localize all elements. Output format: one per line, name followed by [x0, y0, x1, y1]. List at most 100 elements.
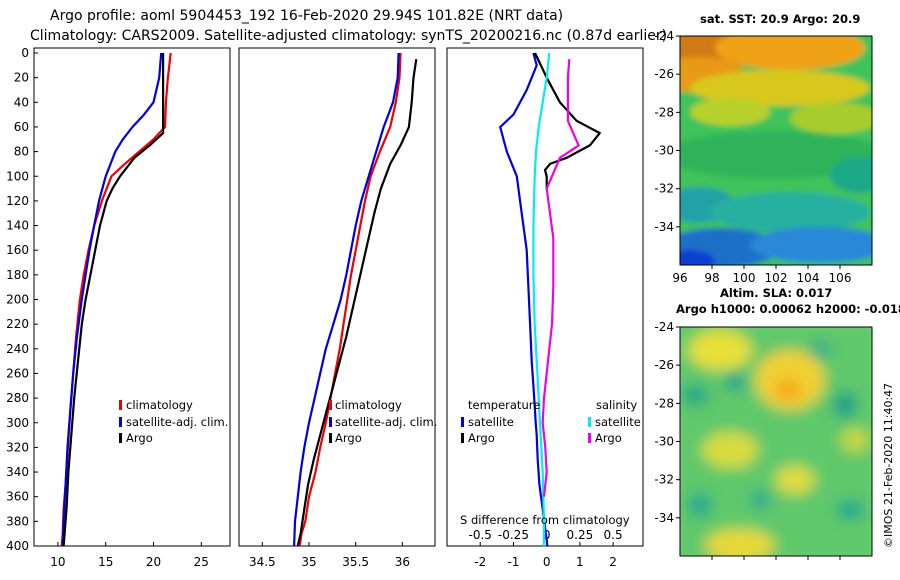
- series-climatology: [60, 52, 172, 547]
- legend-satellite-label: satellite-adj. clim.: [126, 415, 228, 429]
- x-tick-label: 10: [50, 555, 65, 569]
- depth-tick-label: 0: [21, 46, 29, 60]
- legend-satellite-swatch: [119, 417, 122, 427]
- depth-tick-label: 120: [6, 194, 29, 208]
- lat-tick-label: -32: [654, 473, 674, 487]
- lat-tick-label: -26: [654, 358, 674, 372]
- lon-tick-label: 106: [829, 271, 852, 285]
- lon-tick-label: 102: [765, 271, 788, 285]
- figure-title-line2: Climatology: CARS2009. Satellite-adjuste…: [30, 28, 667, 44]
- legend-climatology-swatch: [329, 400, 332, 410]
- temperature-x-axis: 10 15 20 25: [50, 542, 209, 569]
- lat-tick-label: -24: [654, 29, 674, 43]
- x-tick-label: -1: [507, 555, 519, 569]
- legend-sal-satellite-label: satellite: [595, 415, 641, 429]
- series-salinity-argo: [541, 59, 580, 497]
- series-temperature-argo: [534, 52, 601, 189]
- lat-tick-label: -30: [654, 435, 674, 449]
- depth-tick-label: 360: [6, 490, 29, 504]
- legend-argo-label: Argo: [126, 431, 153, 445]
- lat-tick-label: -34: [654, 220, 674, 234]
- lat-tick-label: -28: [654, 105, 674, 119]
- legend-sal-argo-label: Argo: [595, 431, 622, 445]
- legend-climatology-swatch: [119, 400, 122, 410]
- legend-temp-satellite-swatch: [461, 417, 464, 427]
- legend-satellite-label: satellite-adj. clim.: [335, 415, 437, 429]
- legend-argo-swatch: [329, 433, 332, 443]
- salinity-difference-axis-label: S difference from climatology: [460, 513, 630, 527]
- salinity-diff-tick-label: 0.5: [604, 528, 623, 542]
- lon-tick-label: 98: [704, 271, 719, 285]
- x-tick-label: 20: [146, 555, 161, 569]
- salinity-series: [293, 52, 418, 547]
- difference-legend: temperature satellite Argo salinity sate…: [461, 398, 641, 445]
- lat-tick-label: -26: [654, 67, 674, 81]
- series-satellite-adj-clim-: [61, 52, 163, 547]
- depth-tick-label: 340: [6, 465, 29, 479]
- depth-tick-label: 260: [6, 366, 29, 380]
- salinity-diff-tick-label: 0.25: [567, 528, 594, 542]
- depth-tick-label: 40: [14, 95, 29, 109]
- figure-title-line1: Argo profile: aoml 5904453_192 16-Feb-20…: [50, 8, 563, 24]
- sst-map-axes: -24 -26 -28 -30 -32 -34 96 98 100 102 104 106: [654, 29, 851, 285]
- depth-tick-label: 180: [6, 268, 29, 282]
- legend-temp-satellite-label: satellite: [468, 415, 514, 429]
- salinity-panel-frame: [238, 47, 436, 547]
- depth-tick-label: 220: [6, 317, 29, 331]
- series-temperature-satellite: [499, 52, 549, 547]
- legend-climatology-label: climatology: [335, 398, 402, 412]
- lat-tick-label: -34: [654, 511, 674, 525]
- lat-tick-label: -24: [654, 320, 674, 334]
- x-tick-label: -2: [474, 555, 486, 569]
- depth-tick-label: 380: [6, 514, 29, 528]
- legend-climatology-label: climatology: [126, 398, 193, 412]
- salinity-panel: 34.5 35 35.5 36 climatology satellite-adj. …: [238, 47, 437, 569]
- salinity-diff-tick-label: -0.25: [498, 528, 529, 542]
- series-climatology: [298, 52, 402, 547]
- depth-tick-label: 280: [6, 391, 29, 405]
- legend-argo-swatch: [119, 433, 122, 443]
- x-tick-label: 1: [576, 555, 584, 569]
- salinity-diff-tick-label: -0.5: [469, 528, 492, 542]
- depth-axis: 0 20 40 60 80 100 120 140 160 180 200 220 240 260 280 3…: [6, 46, 38, 553]
- depth-tick-label: 20: [14, 71, 29, 85]
- lat-tick-label: -32: [654, 182, 674, 196]
- depth-tick-label: 200: [6, 293, 29, 307]
- sla-map-image: [680, 327, 872, 556]
- depth-tick-label: 300: [6, 416, 29, 430]
- sla-map-title: Altim. SLA: 0.017: [720, 286, 832, 300]
- depth-tick-label: 320: [6, 440, 29, 454]
- legend-satellite-swatch: [329, 417, 332, 427]
- lat-tick-label: -28: [654, 396, 674, 410]
- sla-map-subtitle: Argo h1000: 0.00062 h2000: -0.018: [676, 302, 900, 316]
- depth-tick-label: 80: [14, 145, 29, 159]
- lon-tick-label: 104: [797, 271, 820, 285]
- sst-map: sat. SST: 20.9 Argo: 20.9 -24 -26 -28 -30 -3…: [654, 12, 873, 285]
- depth-tick-label: 60: [14, 120, 29, 134]
- sla-map-axes: -24 -26 -28 -30 -32 -34: [654, 320, 841, 560]
- x-tick-label: 0: [543, 555, 551, 569]
- x-tick-label: 35: [301, 555, 316, 569]
- temperature-panel-frame: [33, 47, 231, 547]
- temperature-series: [60, 52, 172, 547]
- legend-sal-argo-swatch: [588, 433, 591, 443]
- legend-temp-argo-label: Argo: [468, 431, 495, 445]
- series-salinity-satellite: [532, 52, 551, 546]
- temperature-panel: 0 20 40 60 80 100 120 140 160 180 200 220 240 260 280 3…: [6, 46, 231, 569]
- difference-x-axis: -2 -1 0 1 2-0.5 -0.25 0 0.25 0.5: [469, 528, 623, 569]
- sst-map-image: [680, 36, 872, 265]
- x-tick-label: 36: [395, 555, 410, 569]
- lat-tick-label: -30: [654, 144, 674, 158]
- legend-temperature-title: temperature: [468, 398, 540, 412]
- depth-tick-label: 160: [6, 243, 29, 257]
- salinity-legend: climatology satellite-adj. clim. Argo: [329, 398, 437, 445]
- x-tick-label: 2: [609, 555, 617, 569]
- x-tick-label: 15: [98, 555, 113, 569]
- legend-temp-argo-swatch: [461, 433, 464, 443]
- x-tick-label: 34.5: [249, 555, 276, 569]
- x-tick-label: 35.5: [342, 555, 369, 569]
- salinity-x-axis: 34.5 35 35.5 36: [249, 542, 410, 569]
- lon-tick-label: 100: [733, 271, 756, 285]
- series-argo: [62, 53, 165, 547]
